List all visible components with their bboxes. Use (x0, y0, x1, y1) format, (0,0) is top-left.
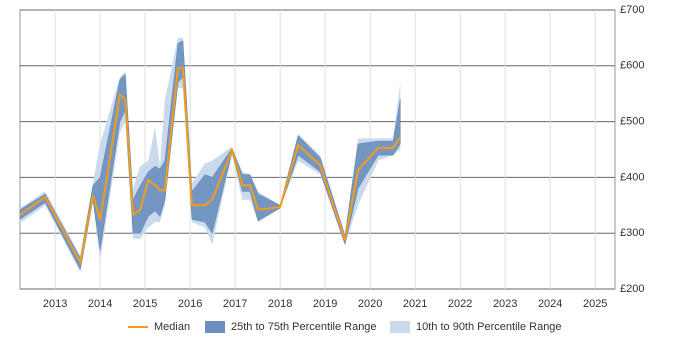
x-tick-label: 2019 (313, 298, 337, 310)
x-tick-label: 2024 (538, 298, 562, 310)
x-tick-label: 2017 (223, 298, 247, 310)
y-tick-label: £200 (620, 283, 644, 295)
x-tick-label: 2014 (88, 298, 112, 310)
x-tick-label: 2025 (583, 298, 607, 310)
plot-area (19, 9, 616, 290)
x-tick-label: 2022 (448, 298, 472, 310)
y-tick-label: £600 (620, 60, 644, 72)
x-tick-label: 2021 (403, 298, 427, 310)
x-tick-label: 2018 (268, 298, 292, 310)
range-band (19, 40, 401, 271)
legend-label: 25th to 75th Percentile Range (231, 321, 377, 333)
x-tick-label: 2013 (43, 298, 67, 310)
x-tick-label: 2015 (133, 298, 157, 310)
median-line (19, 67, 402, 266)
x-tick-label: 2023 (493, 298, 517, 310)
y-tick-label: £300 (620, 227, 644, 239)
x-tick-label: 2016 (178, 298, 202, 310)
legend-swatch (205, 321, 225, 333)
y-tick-label: £400 (620, 171, 644, 183)
y-tick-label: £500 (620, 116, 644, 128)
legend-swatch (390, 321, 410, 333)
legend-label: Median (154, 321, 190, 333)
x-tick-label: 2020 (358, 298, 382, 310)
range-band (20, 37, 401, 273)
y-tick-label: £700 (620, 4, 644, 16)
legend-label: 10th to 90th Percentile Range (416, 321, 562, 333)
